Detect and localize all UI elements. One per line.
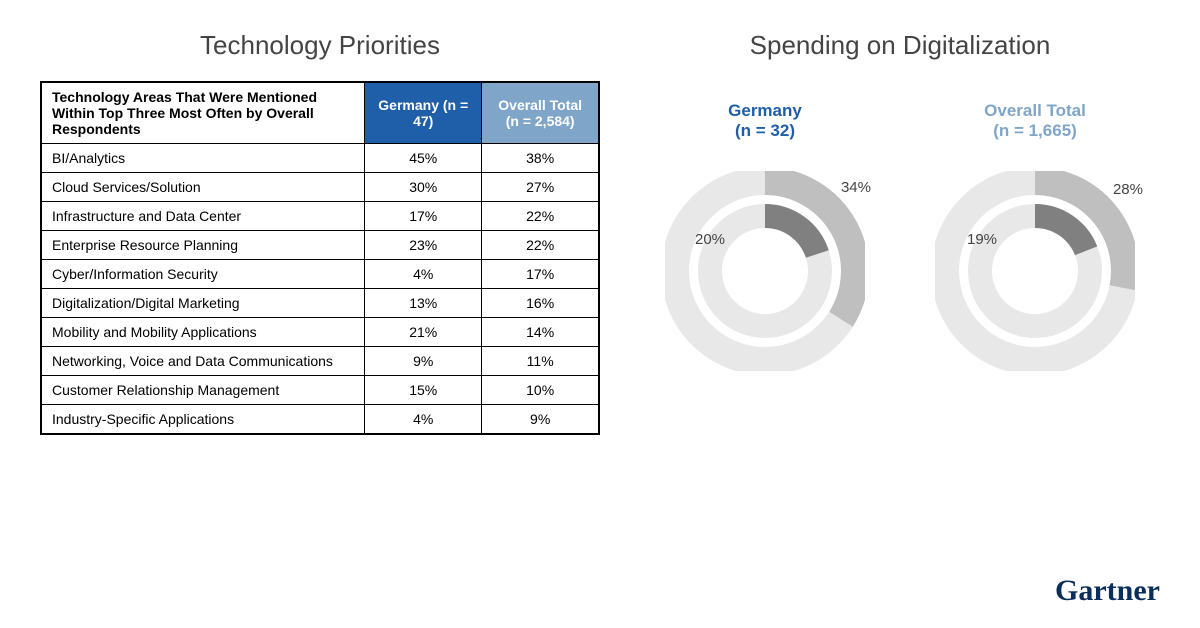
technology-priorities-panel: Technology Priorities Technology Areas T… — [40, 30, 600, 435]
tech-area-label: BI/Analytics — [41, 144, 365, 173]
donut-wrap: 34%20% — [665, 171, 865, 371]
table-row: Digitalization/Digital Marketing13%16% — [41, 289, 599, 318]
tech-area-label: Cloud Services/Solution — [41, 173, 365, 202]
germany-value: 9% — [365, 347, 482, 376]
outer-percent-label: 28% — [1113, 181, 1143, 198]
overall-value: 14% — [482, 318, 599, 347]
donut-title: Germany(n = 32) — [645, 101, 885, 141]
donut-chart: Overall Total(n = 1,665)28%19% — [915, 101, 1155, 371]
tech-area-label: Infrastructure and Data Center — [41, 202, 365, 231]
overall-value: 10% — [482, 376, 599, 405]
tech-area-label: Customer Relationship Management — [41, 376, 365, 405]
right-title: Spending on Digitalization — [640, 30, 1160, 61]
donut-wrap: 28%19% — [935, 171, 1135, 371]
germany-value: 17% — [365, 202, 482, 231]
germany-value: 15% — [365, 376, 482, 405]
tech-area-label: Networking, Voice and Data Communication… — [41, 347, 365, 376]
overall-value: 11% — [482, 347, 599, 376]
germany-value: 30% — [365, 173, 482, 202]
col-header-desc: Technology Areas That Were Mentioned Wit… — [41, 82, 365, 144]
germany-value: 13% — [365, 289, 482, 318]
table-row: Networking, Voice and Data Communication… — [41, 347, 599, 376]
donut-chart: Germany(n = 32)34%20% — [645, 101, 885, 371]
germany-value: 21% — [365, 318, 482, 347]
inner-percent-label: 20% — [695, 231, 725, 248]
table-row: Cyber/Information Security4%17% — [41, 260, 599, 289]
table-row: Enterprise Resource Planning23%22% — [41, 231, 599, 260]
table-row: Customer Relationship Management15%10% — [41, 376, 599, 405]
tech-area-label: Cyber/Information Security — [41, 260, 365, 289]
priorities-table: Technology Areas That Were Mentioned Wit… — [40, 81, 600, 435]
overall-value: 17% — [482, 260, 599, 289]
overall-value: 38% — [482, 144, 599, 173]
table-row: Cloud Services/Solution30%27% — [41, 173, 599, 202]
table-row: BI/Analytics45%38% — [41, 144, 599, 173]
germany-value: 4% — [365, 405, 482, 435]
left-title: Technology Priorities — [40, 30, 600, 61]
germany-value: 23% — [365, 231, 482, 260]
germany-value: 4% — [365, 260, 482, 289]
overall-value: 9% — [482, 405, 599, 435]
tech-area-label: Mobility and Mobility Applications — [41, 318, 365, 347]
table-row: Industry-Specific Applications4%9% — [41, 405, 599, 435]
overall-value: 22% — [482, 202, 599, 231]
gartner-logo: Gartner — [1055, 574, 1160, 608]
donut-title: Overall Total(n = 1,665) — [915, 101, 1155, 141]
overall-value: 22% — [482, 231, 599, 260]
col-header-germany: Germany (n = 47) — [365, 82, 482, 144]
table-row: Infrastructure and Data Center17%22% — [41, 202, 599, 231]
tech-area-label: Industry-Specific Applications — [41, 405, 365, 435]
spending-panel: Spending on Digitalization Germany(n = 3… — [640, 30, 1160, 435]
tech-area-label: Enterprise Resource Planning — [41, 231, 365, 260]
table-row: Mobility and Mobility Applications21%14% — [41, 318, 599, 347]
inner-percent-label: 19% — [967, 231, 997, 248]
tech-area-label: Digitalization/Digital Marketing — [41, 289, 365, 318]
outer-percent-label: 34% — [841, 179, 871, 196]
col-header-overall: Overall Total (n = 2,584) — [482, 82, 599, 144]
overall-value: 16% — [482, 289, 599, 318]
overall-value: 27% — [482, 173, 599, 202]
germany-value: 45% — [365, 144, 482, 173]
